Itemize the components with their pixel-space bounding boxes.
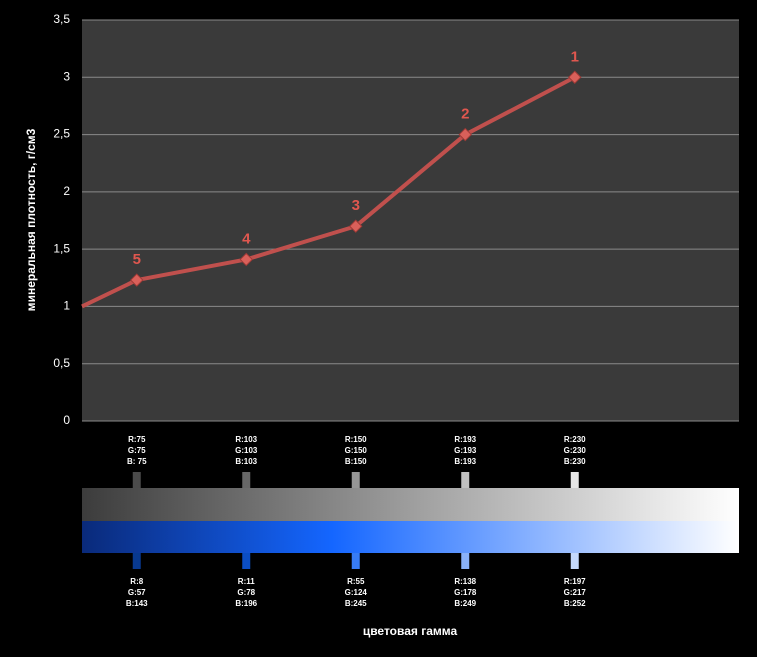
blue-swatch (461, 553, 470, 569)
y-tick-label: 2,5 (53, 127, 70, 141)
data-point (568, 70, 582, 84)
blue-rgb-label: R:197 (564, 577, 586, 586)
blue-rgb-label: R:55 (347, 577, 365, 586)
blue-rgb-label: B:252 (564, 599, 586, 608)
y-tick-label: 1 (63, 299, 70, 313)
gray-swatch (570, 472, 579, 488)
blue-rgb-label: G:124 (345, 588, 368, 597)
blue-swatch (132, 553, 141, 569)
gray-rgb-label: G:150 (345, 446, 368, 455)
gray-rgb-label: R:230 (564, 435, 586, 444)
blue-swatch (351, 553, 360, 569)
gray-rgb-label: G:75 (128, 446, 146, 455)
data-point (349, 219, 363, 233)
gray-swatch (461, 472, 470, 488)
data-point (458, 127, 472, 142)
x-axis-title: цветовая гамма (363, 624, 458, 638)
gray-rgb-label: R:103 (235, 435, 257, 444)
data-point (239, 252, 253, 267)
gray-gradient (82, 488, 739, 521)
data-point (130, 273, 144, 287)
blue-swatch (242, 553, 251, 569)
blue-rgb-label: B:249 (454, 599, 476, 608)
gray-swatch (132, 472, 141, 488)
gray-rgb-label: G:230 (564, 446, 587, 455)
blue-rgb-label: R:8 (130, 577, 143, 586)
gray-rgb-label: R:193 (454, 435, 476, 444)
gray-rgb-label: R:150 (345, 435, 367, 444)
y-tick-label: 1,5 (53, 241, 70, 255)
blue-rgb-label: B:196 (235, 599, 257, 608)
blue-rgb-label: G:217 (564, 588, 587, 597)
gray-rgb-label: G:103 (235, 446, 258, 455)
gray-rgb-label: B:103 (235, 457, 257, 466)
gray-rgb-label: B:230 (564, 457, 586, 466)
gray-rgb-label: R:75 (128, 435, 146, 444)
point-label: 1 (571, 48, 579, 65)
blue-rgb-label: R:138 (454, 577, 476, 586)
y-tick-label: 0 (63, 413, 70, 427)
blue-rgb-label: R:11 (238, 577, 255, 586)
gray-rgb-label: B:150 (345, 457, 367, 466)
point-label: 2 (461, 106, 469, 123)
blue-swatch (570, 553, 579, 569)
blue-rgb-label: G:78 (237, 588, 255, 597)
y-tick-label: 2 (63, 184, 70, 198)
y-axis-title: минеральная плотность, г/см3 (24, 128, 38, 311)
gray-rgb-label: B:193 (454, 457, 476, 466)
blue-rgb-label: G:178 (454, 588, 477, 597)
blue-rgb-label: G:57 (128, 588, 146, 597)
blue-rgb-label: B:143 (126, 599, 148, 608)
point-label: 4 (242, 230, 251, 247)
gray-rgb-label: B: 75 (127, 457, 147, 466)
blue-gradient (82, 521, 739, 553)
point-label: 5 (133, 251, 141, 268)
gray-swatch (242, 472, 251, 488)
blue-rgb-label: B:245 (345, 599, 367, 608)
data-line (81, 75, 576, 309)
point-label: 3 (352, 197, 360, 214)
gray-rgb-label: G:193 (454, 446, 477, 455)
y-tick-label: 0,5 (53, 356, 70, 370)
plot-area (82, 20, 739, 421)
y-tick-label: 3,5 (53, 12, 70, 26)
gray-swatch (351, 472, 360, 488)
y-tick-label: 3 (63, 69, 70, 83)
